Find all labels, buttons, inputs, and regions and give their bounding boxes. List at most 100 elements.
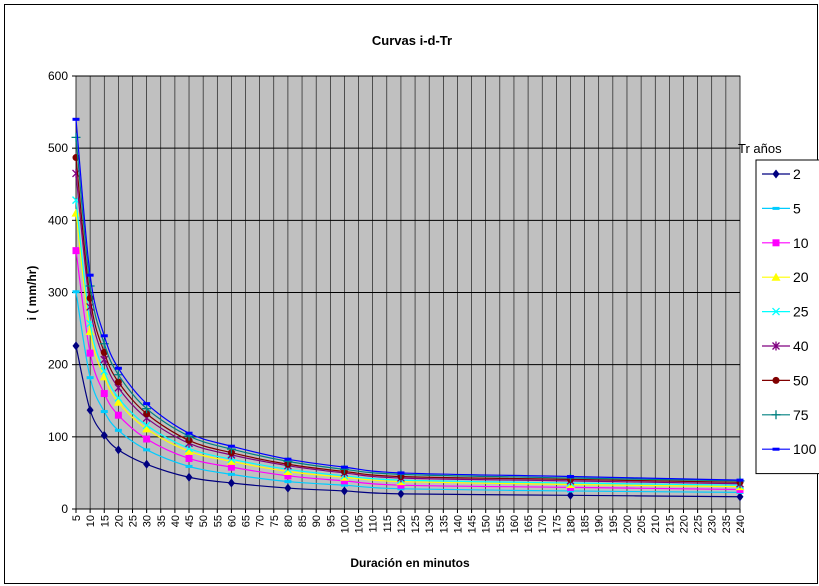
x-tick-label: 30 [142,515,154,527]
x-axis-title: Duración en minutos [350,556,470,570]
legend-marker [772,447,780,451]
data-point-10 [397,481,405,489]
y-tick-label: 300 [48,286,68,300]
y-tick-label: 600 [48,69,68,83]
legend-label: 50 [793,372,809,388]
data-point-10 [340,477,348,485]
data-point-50 [143,410,151,418]
series-2 [72,341,744,502]
data-point-100 [114,366,122,370]
data-point-100 [736,478,744,482]
data-point-100 [397,471,405,475]
legend-marker [772,239,780,247]
x-tick-label: 195 [608,515,620,533]
x-tick-label: 135 [438,515,450,533]
data-point-5 [566,489,574,493]
x-tick-label: 225 [693,515,705,533]
series-100 [72,117,744,482]
legend-label: 20 [793,269,809,285]
legend-label: 25 [793,304,809,320]
legend-item-20: 20 [762,269,809,285]
legend-item-50: 50 [762,372,809,388]
data-point-50 [114,378,122,386]
data-point-100 [86,273,94,277]
data-point-2 [227,478,235,488]
x-tick-label: 80 [283,515,295,527]
plot-area [75,75,741,510]
y-tick-label: 400 [48,213,68,227]
legend-item-40: 40 [762,338,809,354]
legend-item-25: 25 [762,304,809,320]
data-point-100 [100,334,108,338]
data-point-2 [736,492,744,502]
data-point-5 [86,376,94,380]
x-tick-label: 235 [721,515,733,533]
x-tick-label: 100 [339,515,351,533]
x-tick-label: 240 [735,515,747,533]
x-tick-label: 45 [184,515,196,527]
legend-item-2: 2 [762,166,801,182]
y-axis-ticks: 0 100 200 300 400 500 600 [48,69,76,516]
data-point-5 [185,464,193,468]
data-point-40 [100,355,109,365]
x-tick-label: 20 [113,515,125,527]
series-group [71,117,745,502]
x-tick-label: 35 [156,515,168,527]
data-point-20 [71,208,81,217]
data-point-10 [72,247,80,255]
legend-label: 75 [793,407,809,423]
data-point-25 [142,421,151,430]
x-tick-label: 230 [707,515,719,533]
data-point-100 [72,117,80,121]
y-tick-label: 0 [61,502,68,516]
x-tick-label: 85 [297,515,309,527]
data-point-2 [72,341,80,351]
x-tick-label: 90 [311,515,323,527]
data-point-10 [114,411,122,419]
data-point-2 [100,430,108,440]
x-tick-label: 140 [452,515,464,533]
chart-title: Curvas i-d-Tr [372,33,452,48]
data-point-100 [284,457,292,461]
data-point-5 [340,483,348,487]
x-tick-label: 155 [495,515,507,533]
x-tick-label: 175 [551,515,563,533]
x-tick-label: 115 [382,515,394,533]
data-point-2 [185,472,193,482]
legend-label: 100 [793,441,817,457]
data-point-10 [185,454,193,462]
data-point-5 [227,472,235,476]
series-5 [72,290,744,494]
x-tick-label: 95 [325,515,337,527]
data-point-75 [113,370,123,380]
data-point-5 [143,448,151,452]
data-point-40 [72,168,80,178]
legend-marker [772,169,780,179]
legend-marker [772,307,780,316]
series-line-75 [75,137,741,482]
legend-label: 2 [793,166,801,182]
legend-label: 5 [793,200,801,216]
x-tick-label: 110 [368,515,380,533]
x-tick-label: 150 [481,515,493,533]
data-point-2 [397,489,405,499]
x-tick-label: 165 [523,515,535,533]
y-tick-label: 100 [48,430,68,444]
x-tick-label: 120 [396,515,408,533]
x-tick-label: 55 [212,515,224,527]
legend-marker [771,272,781,281]
x-tick-label: 65 [241,515,253,527]
data-point-5 [284,480,292,484]
legend-box [755,159,819,475]
data-point-10 [143,435,151,443]
y-tick-label: 200 [48,358,68,372]
legend-marker [771,410,781,420]
data-point-20 [142,424,152,433]
data-point-75 [85,281,95,291]
data-point-100 [185,431,193,435]
legend-marker [772,341,780,351]
x-tick-label: 160 [509,515,521,533]
x-tick-label: 50 [198,515,210,527]
legend-item-100: 100 [762,441,817,457]
